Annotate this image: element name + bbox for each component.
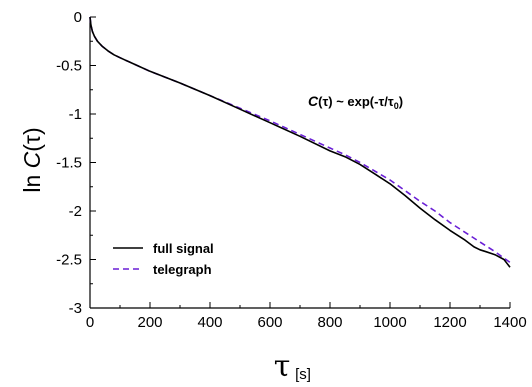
annotation-close: ) bbox=[399, 94, 403, 109]
x-tick-label: 200 bbox=[137, 314, 162, 331]
y-axis-label: ln C(τ) bbox=[19, 127, 45, 192]
y-tick-label: 0 bbox=[74, 9, 82, 26]
series-telegraph-line bbox=[89, 16, 511, 264]
y-axis-label-arg: (τ) bbox=[19, 127, 45, 151]
series-full-signal-line bbox=[89, 16, 511, 268]
legend-label-full-signal: full signal bbox=[153, 241, 214, 256]
y-tick-label: -2 bbox=[69, 203, 82, 220]
legend-label-telegraph: telegraph bbox=[153, 262, 212, 277]
x-tick-label: 0 bbox=[86, 314, 94, 331]
annotation-body: (τ) ~ exp(-τ/τ bbox=[318, 94, 394, 109]
y-tick-label: -1 bbox=[69, 106, 82, 123]
y-tick-label: -3 bbox=[69, 300, 82, 317]
x-tick-label: 1000 bbox=[373, 314, 406, 331]
x-tick-label: 800 bbox=[317, 314, 342, 331]
y-tick-label: -0.5 bbox=[56, 58, 82, 75]
series-lines bbox=[89, 16, 511, 268]
legend: full signal telegraph bbox=[113, 241, 214, 277]
x-tick-label: 400 bbox=[197, 314, 222, 331]
x-tick-label: 600 bbox=[257, 314, 282, 331]
model-annotation: C(τ) ~ exp(-τ/τ0) bbox=[308, 93, 403, 111]
x-tick-label: 1400 bbox=[493, 314, 526, 331]
y-axis-label-func: C bbox=[19, 151, 45, 168]
x-tick-label: 1200 bbox=[433, 314, 466, 331]
x-axis-label-unit: [s] bbox=[295, 366, 311, 383]
annotation-subscript: 0 bbox=[394, 101, 399, 111]
y-tick-label: -1.5 bbox=[56, 155, 82, 172]
axis-ticks: 0 200 400 600 800 1000 1200 1400 0 -0.5 -1 -1.5 -2 -2… bbox=[56, 9, 527, 331]
y-tick-label: -2.5 bbox=[56, 252, 82, 269]
annotation-c: C bbox=[308, 93, 319, 109]
y-axis-label-prefix: ln bbox=[19, 168, 45, 192]
x-axis-label-symbol: τ bbox=[274, 349, 291, 384]
